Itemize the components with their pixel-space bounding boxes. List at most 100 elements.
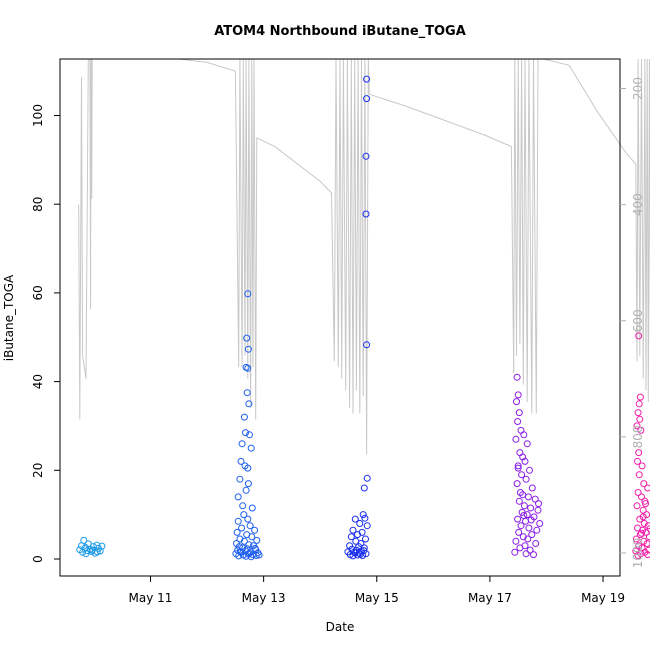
data-point <box>523 440 531 448</box>
data-point <box>360 484 368 492</box>
data-point <box>243 334 251 342</box>
data-point <box>520 502 528 510</box>
x-tick-label: May 11 <box>129 591 173 605</box>
data-point <box>252 552 260 559</box>
data-point <box>513 373 521 381</box>
data-point <box>359 511 367 519</box>
data-point <box>517 426 525 434</box>
data-point <box>246 549 253 557</box>
data-point <box>514 464 522 472</box>
data-point <box>640 480 648 488</box>
data-point <box>515 409 523 417</box>
data-point <box>248 533 256 541</box>
data-point <box>347 533 355 541</box>
data-point <box>532 540 540 547</box>
data-point <box>362 535 369 543</box>
data-point <box>636 393 644 401</box>
y-tick-label: 80 <box>31 197 45 212</box>
data-point <box>93 548 101 556</box>
y-axis: 0 20 40 60 80 100 <box>31 104 60 563</box>
data-point <box>534 506 542 514</box>
data-point <box>520 431 528 439</box>
data-point <box>644 551 650 559</box>
data-point <box>80 536 88 544</box>
data-point <box>524 535 532 543</box>
data-point <box>533 526 541 534</box>
data-point <box>255 551 263 559</box>
data-point <box>526 466 533 474</box>
data-point <box>639 513 647 521</box>
y2-tick-label: 1000 <box>631 538 645 569</box>
x-tick-label: May 19 <box>581 591 625 605</box>
data-point <box>236 475 244 483</box>
data-point <box>514 418 522 425</box>
data-point <box>247 444 255 452</box>
data-point <box>518 471 526 479</box>
y2-axis: 200 400 600 800 1000 <box>620 77 645 568</box>
secondary-series <box>78 58 650 455</box>
data-point <box>634 552 642 559</box>
data-point <box>354 551 361 559</box>
data-point <box>240 511 248 519</box>
data-point <box>512 537 520 545</box>
y-tick-label: 60 <box>31 285 45 300</box>
data-point <box>363 341 371 349</box>
data-point <box>244 464 252 472</box>
data-point <box>251 544 259 552</box>
data-point <box>633 422 641 430</box>
data-point <box>362 210 370 218</box>
x-tick-label: May 17 <box>468 591 512 605</box>
data-point <box>363 95 371 103</box>
y-tick-label: 40 <box>31 374 45 389</box>
data-point <box>243 389 251 397</box>
y-tick-label: 100 <box>31 104 45 127</box>
data-point <box>235 552 243 560</box>
secondary-line <box>78 58 650 455</box>
data-point <box>643 540 650 547</box>
data-point <box>526 546 534 554</box>
data-point <box>522 475 530 483</box>
y-tick-label: 20 <box>31 463 45 478</box>
x-axis: May 11 May 13 May 15 May 17 May 19 <box>129 576 625 605</box>
data-point <box>517 522 525 530</box>
data-point <box>644 522 650 530</box>
data-point <box>646 525 650 533</box>
data-point <box>361 514 369 522</box>
data-point <box>244 345 252 353</box>
data-point <box>636 415 644 423</box>
data-point <box>528 484 536 492</box>
data-point <box>535 500 542 508</box>
data-point <box>246 522 254 530</box>
data-point <box>645 533 650 541</box>
data-point <box>528 531 536 539</box>
data-point <box>634 457 641 465</box>
data-point <box>522 550 530 558</box>
data-point <box>237 457 245 465</box>
data-point <box>346 542 354 550</box>
data-point <box>513 480 521 488</box>
data-point <box>634 409 642 417</box>
data-point <box>248 504 256 512</box>
y2-tick-label: 800 <box>631 425 645 448</box>
data-point <box>639 506 647 514</box>
data-point <box>253 536 261 544</box>
data-point <box>82 550 90 558</box>
data-point <box>513 398 520 406</box>
data-point <box>238 440 246 448</box>
data-point <box>360 547 368 555</box>
data-point <box>245 400 253 408</box>
y2-tick-label: 200 <box>631 77 645 100</box>
data-point <box>96 547 104 555</box>
data-point <box>638 493 645 501</box>
data-point <box>521 457 529 465</box>
data-point <box>351 515 359 523</box>
data-point <box>362 152 370 160</box>
data-point <box>363 75 371 83</box>
data-point <box>245 541 253 549</box>
x-tick-label: May 13 <box>242 591 286 605</box>
data-point <box>240 537 248 545</box>
data-point <box>244 290 252 298</box>
data-point <box>238 524 246 532</box>
y2-tick-label: 600 <box>631 309 645 332</box>
data-point <box>527 504 535 512</box>
